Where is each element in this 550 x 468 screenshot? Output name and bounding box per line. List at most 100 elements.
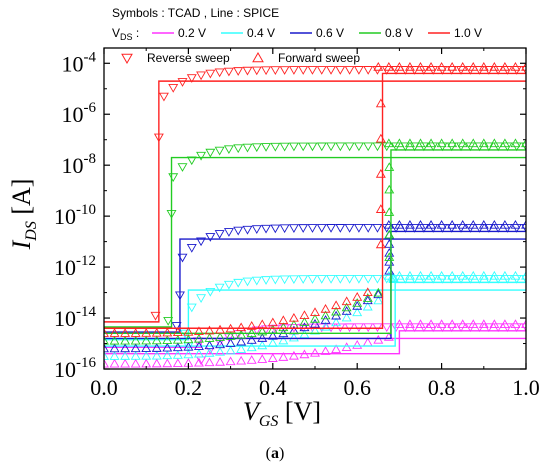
tcad-reverse-point-3-3 [493, 142, 504, 152]
tcad-forward-point-0-6 [162, 358, 173, 368]
tcad-reverse-point-2-37 [177, 253, 188, 263]
tcad-reverse-point-0-1 [511, 323, 522, 333]
tcad-forward-jump-3-3 [384, 207, 395, 216]
tcad-reverse-point-0-0 [521, 323, 526, 333]
tcad-reverse-point-1-11 [418, 274, 429, 284]
tcad-reverse-point-1-25 [288, 275, 299, 285]
sweep-marker-1 [252, 51, 264, 63]
tcad-reverse-point-3-37 [177, 163, 188, 172]
tcad-reverse-point-2-1 [511, 224, 522, 233]
tcad-reverse-point-1-10 [428, 274, 439, 284]
tcad-forward-jump-3-2 [384, 229, 395, 239]
tcad-reverse-point-1-31 [233, 278, 244, 288]
tcad-reverse-drop-4 [153, 133, 164, 143]
spice-forward-line-0 [104, 330, 526, 355]
tcad-reverse-point-3-23 [307, 142, 318, 152]
sweep-legend: Reverse sweep Forward sweep [121, 51, 360, 65]
y-tick-label-3: 10-10 [54, 202, 96, 229]
tcad-reverse-point-2-17 [363, 224, 374, 233]
tcad-forward-point-1-18 [288, 332, 299, 342]
tcad-forward-point-2-15 [257, 333, 268, 342]
tcad-reverse-point-1-8 [446, 274, 457, 284]
tcad-forward-point-0-16 [267, 353, 278, 362]
y-tick-label-5: 10-6 [62, 100, 97, 127]
tcad-reverse-point-3-22 [316, 142, 327, 152]
tcad-forward-point-2-25 [362, 295, 373, 305]
tcad-reverse-point-1-33 [214, 283, 225, 293]
tcad-reverse-point-4-36 [186, 74, 197, 83]
tcad-forward-point-3-16 [267, 324, 278, 334]
tcad-forward-point-2-9 [193, 341, 204, 350]
tcad-reverse-point-1-26 [279, 275, 290, 285]
tcad-reverse-point-0-17 [363, 323, 374, 333]
tcad-forward-point-3-13 [236, 329, 247, 339]
tcad-reverse-point-3-31 [233, 144, 244, 154]
tcad-forward-point-4-2 [120, 328, 131, 337]
tcad-forward-jump-2-5 [384, 230, 395, 239]
tcad-reverse-point-4-24 [298, 66, 309, 75]
tcad-reverse-point-0-8 [446, 323, 457, 333]
tcad-reverse-point-1-9 [437, 274, 448, 284]
tcad-reverse-point-4-32 [223, 67, 234, 77]
tcad-reverse-point-4-15 [381, 66, 392, 75]
tcad-reverse-point-2-27 [270, 224, 281, 234]
tcad-forward-point-1-20 [310, 325, 320, 335]
tcad-reverse-point-4-37 [177, 78, 188, 87]
x-tick-label-4: 0.8 [428, 375, 456, 400]
tcad-reverse-point-3-32 [223, 145, 234, 155]
tcad-forward-point-3-10 [204, 333, 215, 342]
tcad-forward-jump-4-1 [375, 239, 386, 249]
tcad-forward-jump-4-3 [375, 169, 386, 178]
tcad-forward-point-4-11 [215, 324, 226, 334]
tcad-forward-point-1-19 [299, 329, 310, 339]
tcad-reverse-point-1-18 [353, 274, 364, 284]
tcad-forward-point-0-17 [278, 352, 289, 361]
tcad-forward-point-2-6 [162, 342, 173, 352]
spice-reverse-line-1 [104, 289, 526, 341]
tcad-forward-point-0-2 [120, 358, 131, 368]
tcad-reverse-point-4-21 [326, 66, 337, 75]
tcad-reverse-point-0-4 [483, 323, 494, 333]
tcad-reverse-point-2-2 [502, 224, 513, 233]
tcad-forward-jump-3-4 [384, 184, 395, 194]
tcad-reverse-point-3-24 [298, 142, 309, 152]
tcad-forward-point-3-12 [225, 331, 236, 340]
tcad-forward-jump-4-2 [375, 204, 386, 213]
tcad-forward-point-3-8 [183, 334, 194, 344]
tcad-reverse-point-3-18 [353, 142, 364, 152]
tcad-reverse-point-0-14 [391, 323, 401, 333]
tcad-reverse-point-0-2 [502, 323, 513, 333]
tcad-reverse-point-4-8 [446, 66, 457, 75]
tcad-reverse-point-3-14 [391, 142, 401, 152]
tcad-forward-point-4-19 [299, 310, 310, 319]
tcad-reverse-point-4-22 [316, 66, 327, 75]
tcad-reverse-point-2-35 [196, 237, 207, 247]
tcad-forward-jump-3-5 [384, 162, 395, 171]
tcad-reverse-point-1-4 [483, 274, 494, 284]
tcad-forward-point-1-16 [267, 338, 278, 347]
vds-legend: 0.2 V 0.4 V 0.6 V 0.8 V 1.0 V [152, 26, 482, 40]
tcad-reverse-point-4-6 [465, 66, 476, 75]
tcad-forward-point-2-16 [267, 330, 278, 340]
tcad-reverse-point-2-5 [474, 224, 485, 233]
tcad-reverse-point-3-4 [483, 142, 494, 152]
tcad-reverse-point-3-15 [381, 142, 392, 152]
tcad-reverse-point-4-16 [372, 66, 383, 75]
tcad-forward-point-1-4 [141, 350, 152, 360]
tcad-reverse-point-1-17 [363, 274, 374, 284]
tcad-reverse-point-3-2 [502, 142, 513, 152]
tcad-forward-point-4-13 [236, 322, 247, 332]
tcad-forward-point-3-22 [331, 306, 342, 316]
tcad-reverse-point-3-9 [437, 142, 448, 152]
tcad-reverse-point-1-12 [409, 274, 420, 284]
legend-symbols-label: Symbols : TCAD , Line : SPICE [112, 6, 279, 20]
tcad-reverse-point-3-16 [372, 142, 383, 152]
tcad-reverse-point-4-35 [196, 71, 207, 81]
spice-forward-line-4 [104, 72, 526, 329]
tcad-reverse-point-2-0 [521, 224, 526, 233]
tcad-forward-point-2-0 [104, 343, 109, 353]
tcad-reverse-point-1-24 [298, 275, 309, 284]
tcad-forward-point-2-8 [183, 341, 194, 351]
tcad-forward-point-4-15 [257, 319, 268, 329]
tcad-forward-point-3-17 [278, 322, 289, 332]
